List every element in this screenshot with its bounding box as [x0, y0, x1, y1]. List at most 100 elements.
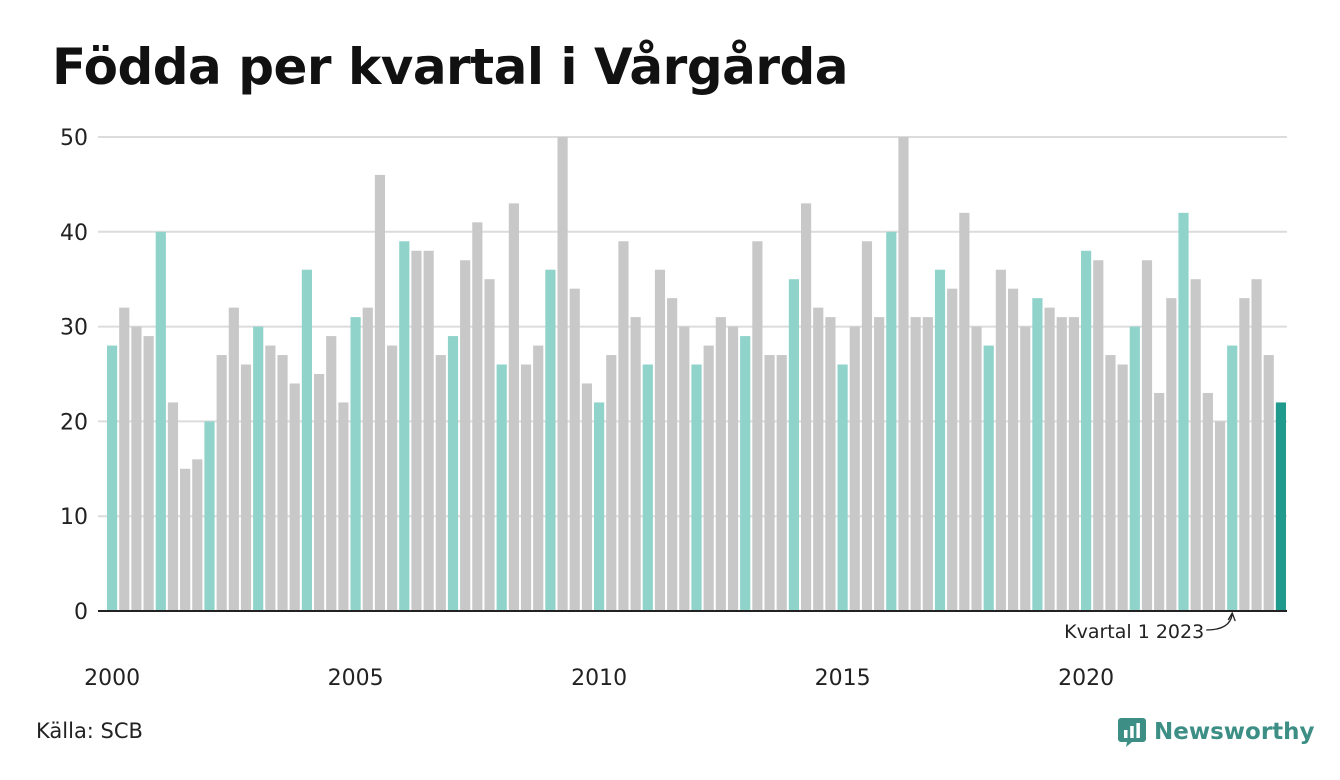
bar [1117, 364, 1128, 611]
bar [764, 355, 775, 611]
bar [594, 402, 605, 611]
bar [898, 137, 909, 611]
bar [1056, 317, 1067, 611]
bar [447, 336, 459, 611]
bar [119, 307, 130, 611]
bar [886, 231, 897, 612]
bar [569, 288, 580, 611]
bar [642, 364, 653, 611]
bar [679, 326, 690, 611]
bar [253, 326, 264, 611]
bar [167, 402, 179, 611]
annotation: Kvartal 1 2023 [1064, 611, 1236, 643]
bar [387, 345, 398, 611]
brand-name: Newsworthy [1154, 719, 1315, 745]
bar [1275, 402, 1286, 611]
bar [228, 307, 239, 611]
bar [934, 269, 946, 611]
bar [350, 317, 361, 611]
bar [849, 326, 860, 611]
bar [216, 355, 227, 611]
bar [1263, 355, 1274, 611]
bar [837, 364, 848, 611]
y-axis-ticks: 0 10 20 30 40 50 [60, 126, 88, 625]
bar [922, 317, 933, 611]
bar [776, 355, 787, 611]
bar [581, 383, 593, 611]
bar [1154, 392, 1165, 611]
bar [326, 336, 337, 611]
bar [606, 355, 617, 611]
bar [180, 468, 191, 611]
bar [1190, 279, 1201, 611]
bar [520, 364, 532, 611]
bar [825, 317, 836, 611]
bar [411, 250, 422, 611]
bar [995, 269, 1006, 611]
bar [508, 203, 519, 612]
bar [1093, 260, 1104, 611]
chart-speech-bubble-icon [1118, 718, 1146, 747]
bar [496, 364, 507, 611]
bar [740, 336, 751, 611]
bar [131, 326, 142, 611]
bar [423, 250, 434, 611]
source-label: Källa: SCB [36, 719, 143, 743]
bar [1105, 355, 1116, 611]
x-tick-label: 2020 [1058, 666, 1114, 691]
bar [1068, 317, 1080, 611]
bar [727, 326, 739, 611]
bar [667, 298, 678, 611]
bar [1202, 392, 1213, 611]
bar [1239, 298, 1250, 611]
bar [1081, 250, 1092, 611]
x-tick-label: 2010 [571, 666, 627, 691]
bar [971, 326, 982, 611]
y-tick-label: 20 [60, 410, 88, 435]
bar [910, 317, 921, 611]
bar [752, 241, 763, 611]
bar [1044, 307, 1055, 611]
bar [715, 317, 726, 611]
bar [338, 402, 349, 611]
bar [107, 345, 118, 611]
bar [1020, 326, 1031, 611]
bar [1227, 345, 1238, 611]
x-tick-label: 2015 [815, 666, 871, 691]
bar [947, 288, 958, 611]
bar [143, 336, 154, 611]
bar [460, 260, 471, 611]
bar [861, 241, 873, 611]
bar [289, 383, 300, 611]
y-tick-label: 10 [60, 505, 88, 530]
bar [703, 345, 714, 611]
bar [1007, 288, 1019, 611]
bar [265, 345, 276, 611]
y-tick-label: 50 [60, 126, 88, 151]
bar [374, 174, 386, 612]
bar [362, 307, 373, 611]
bar [1251, 279, 1262, 611]
y-tick-label: 30 [60, 316, 88, 341]
bar [618, 241, 629, 611]
bar [545, 269, 556, 611]
bar [533, 345, 544, 611]
bar [192, 459, 203, 611]
bar [959, 212, 970, 611]
chart-title: Födda per kvartal i Vårgårda [52, 38, 849, 96]
bars [107, 137, 1286, 612]
bar [1166, 298, 1177, 611]
x-axis-ticks: 2000 2005 2010 2015 2020 [84, 666, 1114, 691]
y-tick-label: 40 [60, 221, 88, 246]
bar [277, 355, 288, 611]
bar [472, 222, 483, 611]
bar [313, 374, 325, 611]
bar [983, 345, 994, 611]
bar [1129, 326, 1140, 611]
bar [204, 421, 215, 611]
bar [800, 203, 812, 612]
bar [484, 279, 495, 611]
bar [240, 364, 252, 611]
y-tick-label: 0 [74, 600, 88, 625]
